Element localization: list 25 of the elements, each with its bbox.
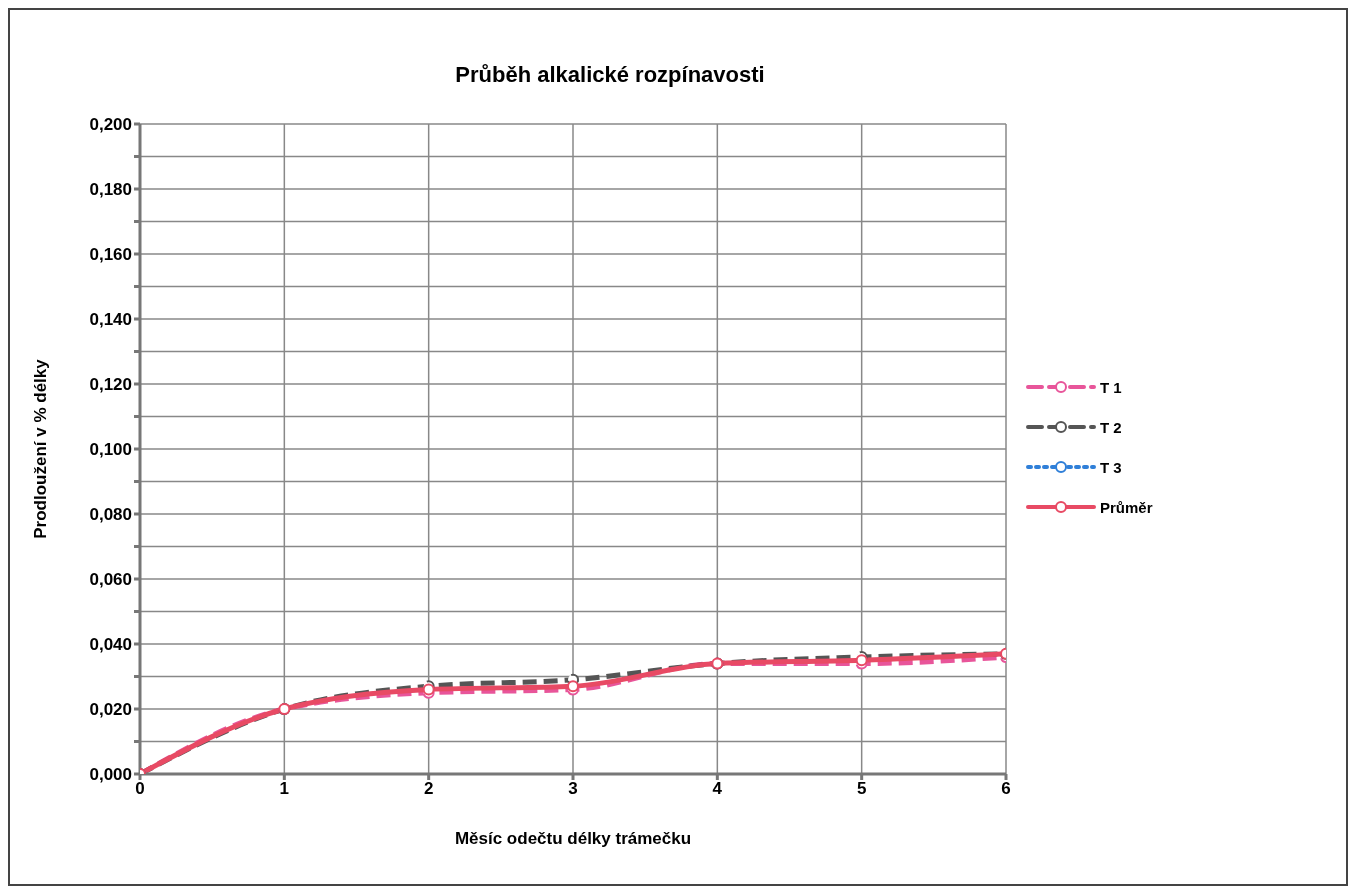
x-tick-label: 6 (1001, 779, 1011, 799)
chart-title: Průběh alkalické rozpínavosti (454, 62, 766, 88)
x-tick-label: 4 (712, 779, 723, 799)
x-tick-label: 0 (135, 779, 145, 799)
x-tick-label: 3 (568, 779, 578, 799)
y-tick-label: 0,020 (89, 700, 132, 720)
y-tick-label: 0,140 (89, 310, 132, 330)
legend-label: T 1 (1100, 378, 1122, 396)
legend-label: T 3 (1100, 458, 1122, 476)
legend-label: Průměr (1100, 498, 1153, 516)
y-tick-label: 0,060 (89, 570, 132, 590)
x-tick-label: 2 (423, 779, 434, 799)
y-axis-title: Prodloužení v % délky (31, 358, 51, 539)
y-tick-label: 0,160 (89, 245, 132, 265)
x-axis-title: Měsíc odečtu délky trámečku (454, 829, 692, 848)
x-tick-label: 1 (279, 779, 290, 799)
y-tick-label: 0,180 (89, 180, 132, 200)
y-tick-label: 0,200 (89, 115, 132, 135)
y-tick-label: 0,100 (89, 440, 132, 460)
legend-label: T 2 (1100, 418, 1122, 436)
y-tick-label: 0,080 (89, 505, 132, 525)
y-tick-label: 0,120 (89, 375, 132, 395)
y-tick-label: 0,000 (89, 765, 132, 785)
x-tick-label: 5 (856, 779, 867, 799)
y-tick-label: 0,040 (89, 635, 132, 655)
